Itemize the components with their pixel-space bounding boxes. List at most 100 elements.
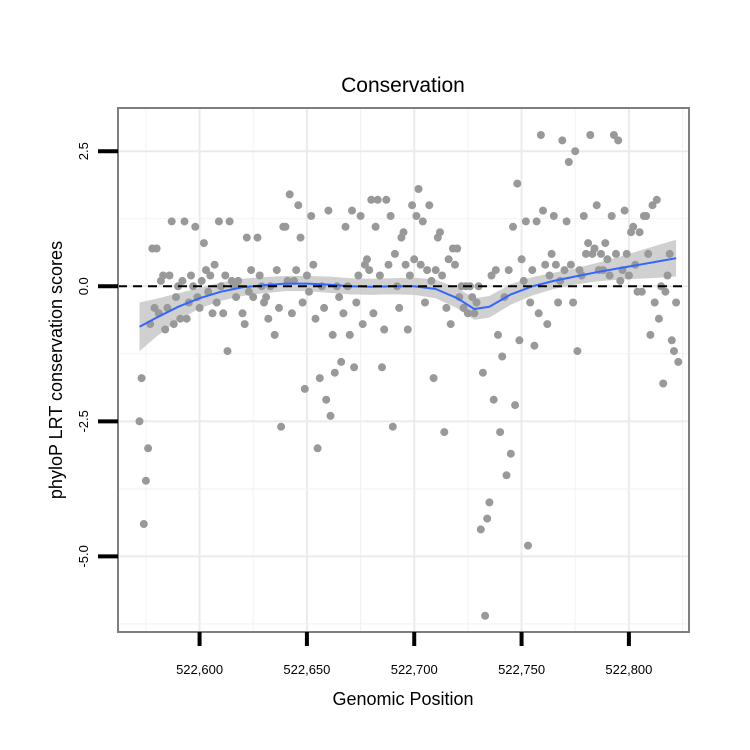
data-point-1 (137, 374, 146, 383)
data-point-50 (244, 287, 253, 296)
data-point-71 (294, 201, 303, 210)
data-point-135 (431, 266, 440, 275)
data-point-86 (326, 411, 335, 420)
data-point-127 (414, 185, 423, 193)
data-point-20 (178, 276, 187, 285)
data-point-112 (382, 195, 391, 204)
data-point-46 (234, 276, 243, 285)
data-point-195 (560, 266, 569, 275)
data-point-108 (373, 195, 382, 204)
x-axis-ticks: 522,600 522,650 522,700 522,750 522,800 (176, 632, 652, 677)
y-tick-label-1: 0.0 (76, 277, 91, 295)
data-point-153 (470, 309, 479, 318)
data-point-12 (161, 325, 170, 334)
data-point-185 (539, 206, 547, 215)
data-point-77 (307, 212, 316, 220)
trend-line (139, 257, 677, 328)
data-point-126 (412, 212, 421, 220)
data-point-78 (309, 260, 318, 269)
data-point-225 (624, 271, 633, 280)
data-point-218 (609, 131, 618, 139)
data-point-207 (586, 131, 595, 139)
data-point-34 (208, 309, 217, 318)
data-point-171 (509, 222, 517, 231)
data-point-215 (603, 255, 612, 264)
data-point-180 (528, 266, 537, 275)
data-point-61 (272, 266, 281, 275)
data-point-15 (167, 217, 176, 226)
data-point-154 (472, 298, 481, 307)
data-point-37 (214, 217, 223, 226)
data-point-30 (199, 239, 208, 248)
data-point-163 (491, 266, 500, 275)
data-point-80 (313, 444, 322, 453)
data-point-120 (399, 228, 408, 237)
data-point-239 (654, 314, 663, 323)
data-point-14 (165, 271, 174, 280)
data-point-76 (305, 287, 313, 296)
data-point-198 (566, 260, 575, 269)
data-point-181 (530, 341, 539, 350)
data-point-31 (202, 266, 210, 275)
data-point-52 (249, 293, 258, 302)
data-point-3 (141, 476, 150, 485)
data-point-53 (253, 233, 262, 242)
data-point-182 (532, 217, 541, 226)
data-point-246 (670, 347, 678, 356)
data-point-33 (206, 271, 215, 280)
data-point-110 (378, 363, 386, 372)
data-point-194 (558, 136, 567, 145)
x-tick-label-0: 522,600 (176, 662, 223, 677)
data-point-242 (661, 287, 670, 296)
data-point-115 (388, 422, 397, 431)
data-point-97 (350, 363, 359, 372)
data-point-32 (204, 287, 213, 296)
data-point-73 (298, 298, 307, 307)
data-point-35 (210, 260, 219, 269)
data-point-48 (240, 320, 249, 329)
data-point-141 (444, 255, 453, 264)
data-point-28 (195, 303, 204, 312)
data-point-38 (217, 282, 225, 291)
data-point-65 (281, 222, 290, 231)
data-point-187 (543, 320, 552, 329)
data-point-188 (545, 271, 554, 280)
data-point-144 (451, 260, 459, 269)
data-point-174 (515, 336, 524, 345)
data-point-87 (328, 330, 337, 339)
data-point-21 (180, 217, 189, 226)
data-point-67 (285, 190, 294, 199)
data-point-96 (348, 206, 356, 215)
data-point-173 (513, 179, 522, 188)
data-point-209 (590, 244, 599, 253)
data-point-90 (335, 293, 344, 302)
confidence-band (139, 239, 677, 352)
data-point-172 (511, 401, 520, 410)
data-point-128 (416, 260, 425, 269)
data-point-169 (504, 266, 513, 275)
data-point-148 (459, 303, 468, 312)
data-point-26 (191, 222, 200, 231)
data-point-196 (562, 217, 571, 226)
data-point-170 (506, 449, 515, 458)
data-point-233 (642, 212, 651, 220)
data-point-2 (139, 520, 148, 528)
data-point-68 (287, 309, 296, 318)
data-point-4 (144, 444, 153, 453)
data-point-81 (315, 374, 324, 383)
data-point-243 (663, 271, 672, 280)
plot-panel (118, 108, 689, 632)
data-point-11 (159, 271, 168, 280)
data-point-235 (646, 330, 655, 339)
data-point-201 (573, 347, 582, 356)
data-point-157 (478, 368, 487, 377)
data-point-51 (247, 266, 256, 275)
data-point-140 (442, 303, 451, 312)
data-point-105 (367, 195, 376, 204)
data-point-19 (176, 314, 185, 323)
data-point-230 (635, 228, 644, 237)
data-point-84 (322, 395, 331, 404)
data-point-0 (135, 417, 144, 426)
data-point-189 (547, 249, 556, 258)
